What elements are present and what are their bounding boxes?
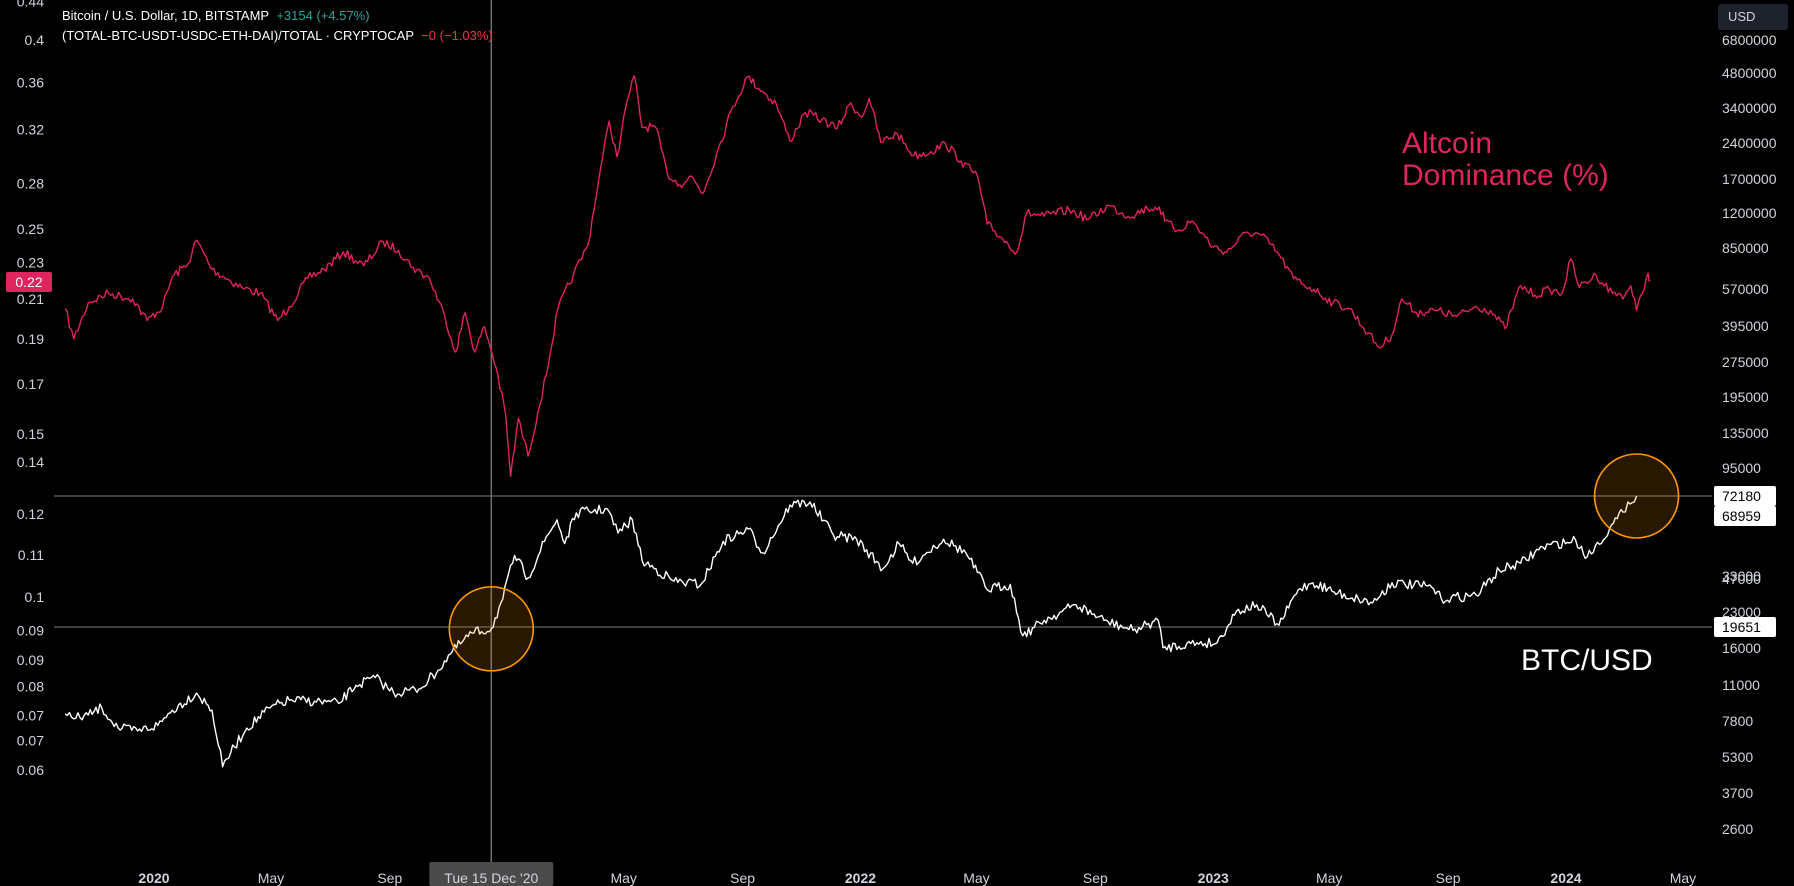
right-tick-label: 570000 — [1722, 281, 1769, 297]
left-tick-label: 0.32 — [17, 122, 44, 138]
left-price-axis[interactable]: 0.44 0.4 0.36 0.32 0.28 0.25 0.23 0.21 0.19 0.17 0… — [6, 0, 52, 778]
time-tick-label: Sep — [730, 870, 755, 886]
btc-usd-series — [64, 495, 1638, 768]
left-tick-label: 0.14 — [17, 454, 44, 470]
left-tick-label: 0.25 — [17, 221, 44, 237]
highlight-circle-1 — [1593, 453, 1680, 539]
right-tick-label: 850000 — [1722, 240, 1769, 256]
left-tick-label: 0.09 — [17, 623, 44, 639]
left-tick-label: 0.15 — [17, 426, 44, 442]
left-tick-label: 0.07 — [17, 707, 44, 723]
altcoin-annotation-line2: Dominance (%) — [1402, 159, 1609, 192]
right-price-badge-label: 19651 — [1722, 619, 1761, 635]
right-tick-label: 6800000 — [1722, 32, 1777, 48]
time-axis[interactable]: 2020MaySep2021MaySep2022MaySep2023MaySep… — [138, 862, 1696, 886]
highlight-circle-0 — [448, 586, 535, 672]
right-tick-label: 135000 — [1722, 425, 1769, 441]
legend-btc-label: Bitcoin / U.S. Dollar, 1D, BITSTAMP — [62, 8, 270, 23]
left-tick-label: 0.07 — [17, 732, 44, 748]
left-tick-label: 0.23 — [17, 254, 44, 270]
left-tick-label: 0.28 — [17, 175, 44, 191]
right-tick-label: 2400000 — [1722, 135, 1777, 151]
right-tick-label: 11000 — [1722, 677, 1760, 693]
time-tick-label: May — [1670, 870, 1696, 886]
right-price-badge — [1714, 617, 1776, 637]
time-tick-label: May — [963, 870, 989, 886]
right-price-badge-label: 68959 — [1722, 508, 1761, 524]
left-tick-label: 0.11 — [18, 547, 44, 563]
time-tick-label: Sep — [1083, 870, 1108, 886]
right-price-badge-label: 72180 — [1722, 488, 1761, 504]
crosshair-time-badge — [429, 862, 554, 886]
left-tick-label: 0.19 — [17, 331, 44, 347]
btc-annotation: BTC/USD — [1521, 644, 1653, 677]
right-price-axis[interactable]: 6800000 4800000 3400000 2400000 1700000 12000… — [1714, 32, 1777, 837]
time-tick-label: May — [258, 870, 284, 886]
left-last-value-label: 0.22 — [15, 274, 42, 290]
time-tick-label: Sep — [377, 870, 402, 886]
left-tick-label: 0.21 — [17, 291, 44, 307]
right-tick-label: 275000 — [1722, 354, 1769, 370]
legend-altcoin[interactable]: (TOTAL-BTC-USDT-USDC-ETH-DAI)/TOTAL · CR… — [62, 28, 493, 43]
left-tick-label: 0.17 — [17, 376, 44, 392]
price-lines — [54, 495, 1712, 628]
right-tick-label: 1700000 — [1722, 171, 1777, 187]
time-tick-label: Sep — [1436, 870, 1461, 886]
left-tick-label: 0.08 — [17, 679, 44, 695]
crosshair-time-label: Tue 15 Dec '20 — [444, 870, 538, 886]
right-tick-label: 7800 — [1722, 713, 1753, 729]
left-tick-label: 0.12 — [17, 506, 44, 522]
right-tick-label: 33000 — [1722, 568, 1761, 584]
time-tick-label: 2022 — [845, 870, 876, 886]
left-last-value-badge — [6, 272, 52, 292]
left-tick-label: 0.09 — [17, 652, 44, 668]
legend-btc-change: +3154 (+4.57%) — [276, 8, 370, 23]
right-tick-label: 2600 — [1722, 821, 1753, 837]
altcoin-annotation-line1: Altcoin — [1402, 127, 1493, 160]
right-tick-label: 3700 — [1722, 785, 1753, 801]
right-tick-label: 3400000 — [1722, 100, 1777, 116]
right-tick-label: 47000 — [1722, 571, 1761, 587]
currency-button[interactable]: USD — [1718, 4, 1788, 30]
right-tick-label: 4800000 — [1722, 65, 1777, 81]
left-tick-label: 0.06 — [17, 762, 44, 778]
right-tick-label: 95000 — [1722, 460, 1761, 476]
time-tick-label: 2023 — [1198, 870, 1229, 886]
legend-btc[interactable]: Bitcoin / U.S. Dollar, 1D, BITSTAMP +315… — [62, 8, 370, 23]
left-tick-label: 0.4 — [25, 32, 45, 48]
altcoin-annotation: Altcoin Dominance (%) — [1402, 128, 1609, 192]
highlight-circles — [448, 453, 1680, 672]
right-price-badge — [1714, 486, 1776, 506]
left-tick-label: 0.44 — [17, 0, 44, 10]
right-tick-label: 5300 — [1722, 749, 1753, 765]
series-line — [64, 75, 1651, 478]
time-tick-label: 2020 — [138, 870, 169, 886]
right-tick-label: 195000 — [1722, 389, 1769, 405]
time-tick-label: May — [610, 870, 636, 886]
left-tick-label: 0.1 — [25, 589, 45, 605]
series-line — [64, 495, 1638, 768]
right-price-badge — [1714, 506, 1776, 526]
right-tick-label: 1200000 — [1722, 205, 1777, 221]
right-tick-label: 395000 — [1722, 318, 1769, 334]
legend-altcoin-change: −0 (−1.03%) — [421, 28, 493, 43]
time-tick-label: 2024 — [1550, 870, 1581, 886]
right-tick-label: 16000 — [1722, 640, 1761, 656]
time-tick-label: May — [1316, 870, 1342, 886]
legend-altcoin-label: (TOTAL-BTC-USDT-USDC-ETH-DAI)/TOTAL · CR… — [62, 28, 414, 43]
right-tick-label: 23000 — [1722, 604, 1761, 620]
left-tick-label: 0.36 — [17, 74, 44, 90]
altcoin-dominance-series — [64, 75, 1651, 478]
